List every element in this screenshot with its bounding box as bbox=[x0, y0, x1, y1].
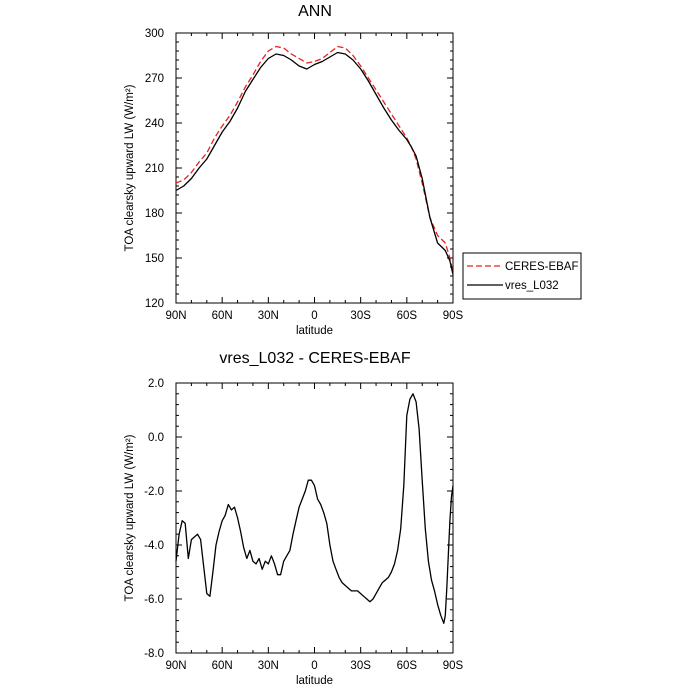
top-y-tick-label: 180 bbox=[145, 208, 164, 220]
bottom-y-tick-label: -4.0 bbox=[144, 540, 164, 552]
bottom-x-tick-label: 30S bbox=[350, 660, 371, 672]
bottom-chart-title: vres_L032 - CERES-EBAF bbox=[219, 350, 410, 367]
bottom-y-tick-label: 0.0 bbox=[148, 432, 164, 444]
bottom-y-axis-label: TOA clearsky upward LW (W/m²) bbox=[124, 434, 136, 601]
bottom-x-tick-label: 0 bbox=[311, 660, 317, 672]
top-x-tick-label: 90N bbox=[165, 310, 186, 322]
bottom-x-tick-label: 30N bbox=[258, 660, 279, 672]
bottom-series-line-0 bbox=[175, 393, 454, 624]
top-chart-title: ANN bbox=[298, 3, 332, 20]
top-y-axis-label: TOA clearsky upward LW (W/m²) bbox=[124, 84, 136, 251]
top-y-tick-label: 210 bbox=[145, 163, 164, 175]
top-y-tick-label: 300 bbox=[145, 28, 164, 40]
bottom-y-tick-label: 2.0 bbox=[148, 378, 164, 390]
legend-label: vres_L032 bbox=[505, 280, 559, 292]
top-series-line-vres-l032 bbox=[175, 51, 454, 275]
bottom-x-axis-label: latitude bbox=[296, 675, 333, 687]
top-x-tick-label: 30N bbox=[258, 310, 279, 322]
bottom-chart-plot-frame bbox=[175, 382, 454, 654]
top-x-tick-label: 0 bbox=[311, 310, 317, 322]
bottom-x-tick-label: 90S bbox=[443, 660, 464, 672]
top-series-line-ceres-ebaf bbox=[175, 45, 454, 274]
top-chart-plot-frame bbox=[175, 32, 454, 304]
top-y-tick-label: 270 bbox=[145, 73, 164, 85]
top-y-tick-label: 240 bbox=[145, 118, 164, 130]
bottom-x-tick-label: 60N bbox=[212, 660, 233, 672]
top-y-tick-label: 120 bbox=[145, 298, 164, 310]
bottom-y-tick-label: -8.0 bbox=[144, 648, 164, 660]
legend-label: CERES-EBAF bbox=[505, 261, 579, 273]
top-x-tick-label: 60N bbox=[212, 310, 233, 322]
top-x-tick-label: 60S bbox=[397, 310, 418, 322]
bottom-x-tick-label: 60S bbox=[397, 660, 418, 672]
bottom-chart-panel: vres_L032 - CERES-EBAF 90N 60N 30N 0 30S 60S 9… bbox=[124, 350, 464, 687]
top-chart-panel: ANN 90N 60N 30N 0 30S 60S 90S 120 150 180 210 240 27… bbox=[124, 3, 582, 337]
bottom-y-tick-label: -6.0 bbox=[144, 594, 164, 606]
top-legend: CERES-EBAF vres_L032 bbox=[462, 252, 582, 300]
top-x-tick-label: 90S bbox=[443, 310, 464, 322]
top-x-axis-label: latitude bbox=[296, 325, 333, 337]
top-x-tick-label: 30S bbox=[350, 310, 371, 322]
top-y-tick-label: 150 bbox=[145, 253, 164, 265]
bottom-x-tick-label: 90N bbox=[165, 660, 186, 672]
bottom-y-tick-label: -2.0 bbox=[144, 486, 164, 498]
legend-box bbox=[462, 252, 582, 300]
